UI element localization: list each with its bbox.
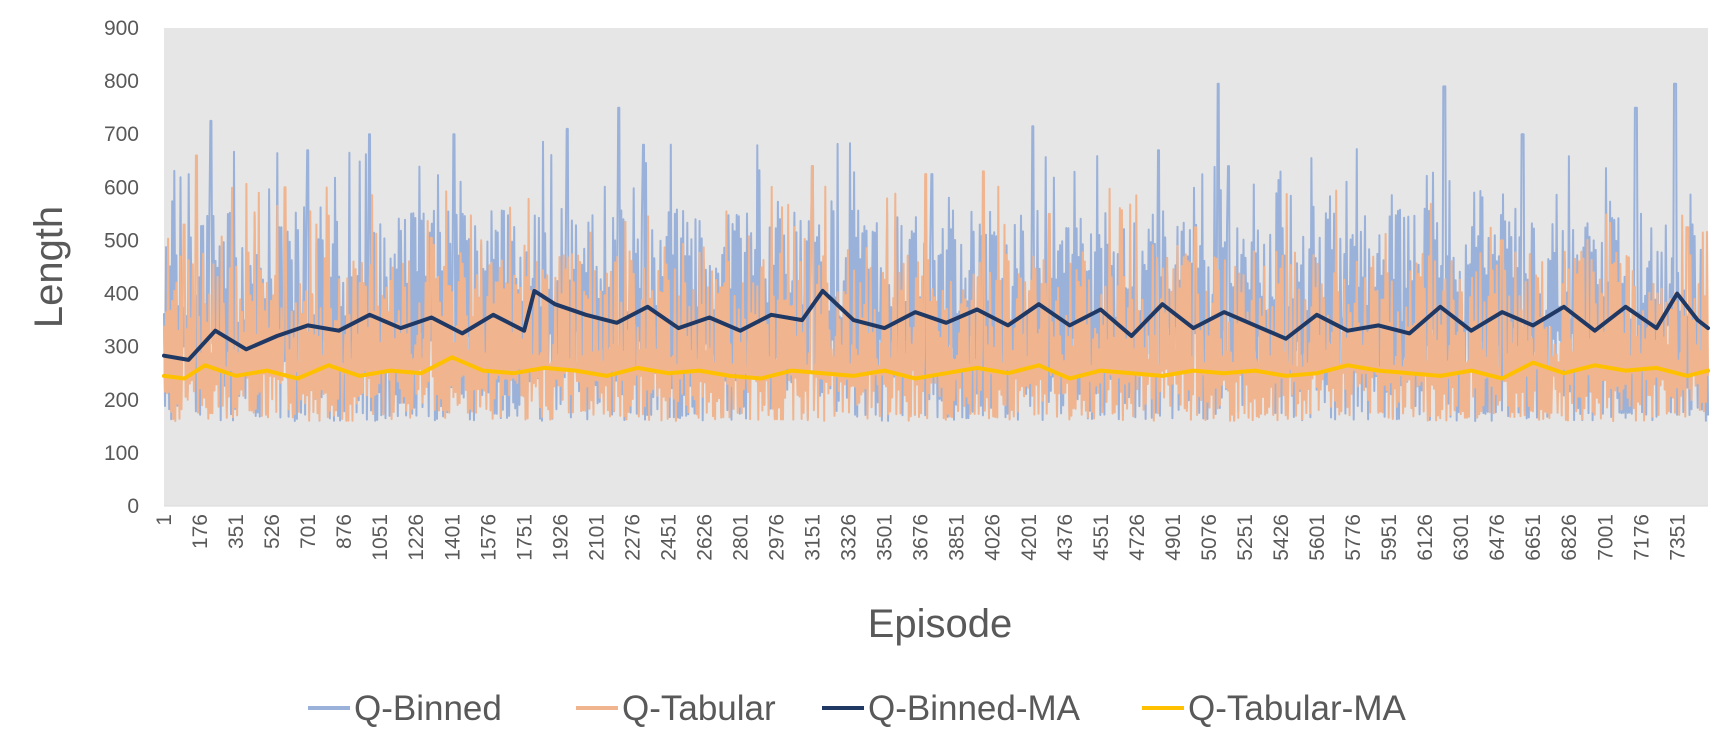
x-tick-label: 5076 (1198, 514, 1221, 561)
x-tick-label: 4726 (1126, 514, 1149, 561)
legend-item-q-tabular: Q-Tabular (576, 689, 776, 728)
x-axis: 1 176 351 526 701 876 1051 1226 1401 1576 1751 1926… (153, 505, 1708, 561)
x-tick-label: 2276 (621, 514, 644, 561)
x-tick-label: 5776 (1342, 514, 1365, 561)
x-tick-label: 6126 (1414, 514, 1437, 561)
x-tick-label: 2801 (730, 514, 753, 561)
y-tick-label: 300 (104, 336, 139, 359)
x-tick-label: 2626 (693, 514, 716, 561)
x-tick-label: 1926 (549, 514, 572, 561)
x-tick-label: 5251 (1234, 514, 1257, 561)
x-tick-label: 4901 (1162, 514, 1185, 561)
x-tick-label: 876 (333, 514, 356, 549)
x-tick-label: 4551 (1090, 514, 1113, 561)
x-tick-label: 3676 (910, 514, 933, 561)
x-tick-label: 3851 (946, 514, 969, 561)
x-axis-title: Episode (868, 602, 1013, 646)
y-tick-label: 200 (104, 389, 139, 412)
x-tick-label: 7176 (1630, 514, 1653, 561)
y-tick-label: 500 (104, 229, 139, 252)
x-tick-label: 1576 (477, 514, 500, 561)
series-line-q-tabular (163, 154, 1709, 422)
y-tick-label: 600 (104, 176, 139, 199)
x-tick-label: 3501 (874, 514, 897, 561)
y-axis-title: Length (27, 206, 71, 328)
series-line-q-tabular-ma (162, 355, 1710, 381)
x-tick-label: 526 (261, 514, 284, 549)
x-tick-label: 176 (189, 514, 212, 549)
x-tick-label: 7001 (1594, 514, 1617, 561)
x-tick-label: 351 (225, 514, 248, 549)
series-area (162, 82, 1710, 422)
x-tick-label: 2976 (766, 514, 789, 561)
legend-label: Q-Tabular (622, 689, 776, 728)
legend: Q-Binned Q-Tabular Q-Binned-MA Q-Tabular-MA (308, 689, 1406, 728)
x-tick-label: 2101 (585, 514, 608, 561)
legend-item-q-binned: Q-Binned (308, 689, 502, 728)
series-line-q-binned-ma (162, 288, 1710, 362)
y-tick-label: 700 (104, 123, 139, 146)
y-axis: 0 100 200 300 400 500 600 700 800 900 (104, 17, 139, 518)
y-tick-label: 0 (127, 495, 139, 518)
legend-label: Q-Binned-MA (868, 689, 1081, 728)
y-tick-label: 800 (104, 70, 139, 93)
x-tick-label: 1751 (513, 514, 536, 561)
x-tick-label: 5601 (1306, 514, 1329, 561)
x-tick-label: 6651 (1522, 514, 1545, 561)
x-tick-label: 2451 (657, 514, 680, 561)
x-tick-label: 4201 (1018, 514, 1041, 561)
x-tick-label: 7351 (1666, 514, 1689, 561)
x-tick-label: 1051 (369, 514, 392, 561)
x-tick-label: 1401 (441, 514, 464, 561)
y-tick-label: 900 (104, 17, 139, 40)
x-tick-label: 4376 (1054, 514, 1077, 561)
x-tick-label: 1226 (405, 514, 428, 561)
x-tick-label: 5426 (1270, 514, 1293, 561)
legend-item-q-tabular-ma: Q-Tabular-MA (1142, 689, 1406, 728)
x-tick-label: 6301 (1450, 514, 1473, 561)
legend-item-q-binned-ma: Q-Binned-MA (822, 689, 1081, 728)
y-tick-label: 400 (104, 283, 139, 306)
x-tick-label: 6826 (1558, 514, 1581, 561)
x-tick-label: 5951 (1378, 514, 1401, 561)
x-tick-label: 6476 (1486, 514, 1509, 561)
x-tick-label: 4026 (982, 514, 1005, 561)
x-tick-label: 3326 (838, 514, 861, 561)
x-tick-label: 1 (153, 514, 176, 526)
y-tick-label: 100 (104, 442, 139, 465)
x-tick-label: 3151 (802, 514, 825, 561)
x-tick-label: 701 (297, 514, 320, 549)
legend-label: Q-Tabular-MA (1188, 689, 1406, 728)
legend-label: Q-Binned (354, 689, 502, 728)
